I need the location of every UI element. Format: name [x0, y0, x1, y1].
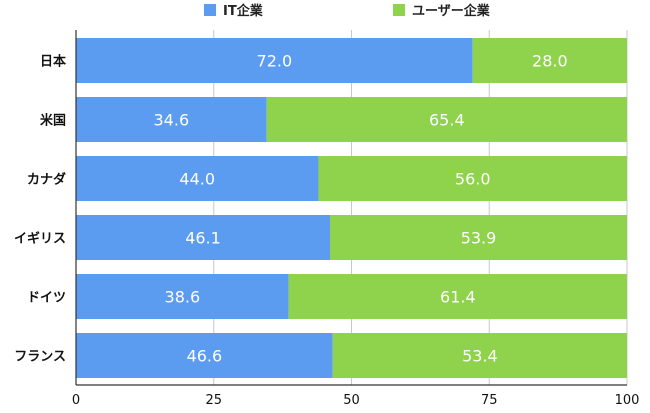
bar-s1-4	[288, 274, 627, 319]
bar-value-label: 53.9	[461, 229, 497, 248]
bar-value-label: 44.0	[179, 170, 215, 189]
category-label: 米国	[40, 113, 66, 129]
legend-label-1: ユーザー企業	[412, 3, 491, 19]
category-label: 日本	[40, 54, 66, 70]
x-tick-label-100: 100	[615, 393, 640, 408]
x-tick-label-75: 75	[481, 393, 498, 408]
gridlines	[213, 30, 628, 385]
x-tick-label-25: 25	[205, 393, 222, 408]
bar-value-label: 38.6	[165, 288, 201, 307]
bar-value-label: 56.0	[455, 170, 491, 189]
bar-value-label: 65.4	[429, 111, 465, 130]
x-tick-label-50: 50	[343, 393, 360, 408]
bar-s1-0	[472, 38, 627, 83]
category-label: イギリス	[14, 231, 66, 247]
x-tick-label-0: 0	[72, 393, 80, 408]
category-label: カナダ	[27, 172, 66, 188]
bar-s1-5	[332, 333, 627, 378]
bar-value-label: 72.0	[257, 52, 293, 71]
legend: IT企業 ユーザー企業	[204, 3, 491, 19]
bar-s1-1	[266, 97, 627, 142]
bar-s0-4	[76, 274, 289, 319]
bar-s1-3	[330, 215, 627, 260]
legend-swatch-1	[393, 4, 405, 16]
bar-value-label: 28.0	[532, 52, 568, 71]
bar-value-label: 34.6	[154, 111, 190, 130]
bar-s0-3	[76, 215, 331, 260]
bar-s0-1	[76, 97, 267, 142]
bar-value-label: 61.4	[440, 288, 476, 307]
category-label: ドイツ	[27, 291, 66, 306]
legend-swatch-0	[204, 4, 216, 16]
category-label: フランス	[14, 350, 66, 365]
legend-label-0: IT企業	[223, 3, 264, 19]
bar-value-label: 46.6	[187, 347, 223, 366]
bar-s0-0	[76, 38, 473, 83]
bar-s1-2	[318, 156, 627, 201]
bars: 72.0 28.0 34.6 65.4 44.0 56.0 46.1 53.9 38.6 61.4…	[76, 38, 627, 378]
bar-s0-2	[76, 156, 319, 201]
bar-value-label: 53.4	[462, 347, 498, 366]
bar-s0-5	[76, 333, 333, 378]
bar-value-label: 46.1	[185, 229, 221, 248]
